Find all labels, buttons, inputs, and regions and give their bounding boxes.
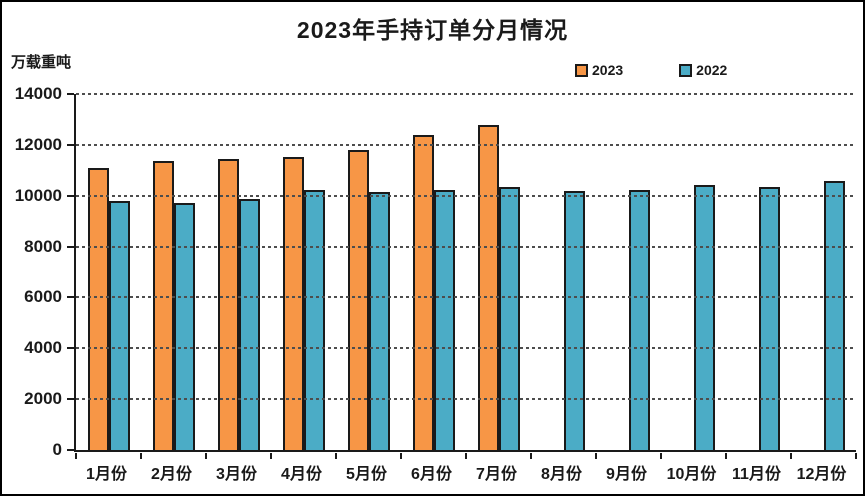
bar-group-11月份 bbox=[726, 94, 791, 450]
gridline-4000 bbox=[76, 347, 856, 350]
y-axis-tick bbox=[67, 398, 74, 401]
x-axis-tick bbox=[594, 453, 597, 459]
x-axis-label-1月份: 1月份 bbox=[86, 466, 127, 483]
gridline-2000 bbox=[76, 398, 856, 401]
x-axis-label-11月份: 11月份 bbox=[732, 466, 781, 483]
y-axis-tick-label: 0 bbox=[52, 440, 62, 459]
legend: 2023 2022 bbox=[575, 62, 727, 78]
x-axis-tick bbox=[529, 453, 532, 459]
bar-group-2月份 bbox=[141, 94, 206, 450]
x-axis-tick bbox=[660, 453, 662, 459]
gridline-10000 bbox=[76, 194, 856, 197]
x-axis-tick bbox=[465, 453, 467, 459]
legend-item-2023: 2023 bbox=[575, 62, 623, 78]
bar-2022-7月份 bbox=[498, 187, 520, 450]
bar-2022-10月份 bbox=[693, 184, 715, 450]
bar-2022-4月份 bbox=[303, 190, 325, 450]
bar-2022-3月份 bbox=[238, 198, 260, 450]
bar-2023-5月份 bbox=[347, 150, 369, 450]
y-axis-tick-label: 2000 bbox=[24, 389, 62, 409]
x-axis-label-2月份: 2月份 bbox=[151, 466, 192, 483]
legend-label-2022: 2022 bbox=[696, 62, 728, 78]
x-axis-tick bbox=[855, 453, 857, 459]
legend-swatch-2022-icon bbox=[679, 63, 693, 77]
x-axis-label-5月份: 5月份 bbox=[346, 466, 387, 483]
y-axis-labels: 0 2000 4000 6000 8000 10000 12000 14000 bbox=[2, 84, 62, 459]
x-axis-tick bbox=[725, 453, 727, 459]
x-axis-labels: 1月份 2月份 3月份 4月份 5月份 6月份 7月份 8月份 9月份 10月份 11月份 12月份 bbox=[74, 460, 854, 484]
bar-2023-1月份 bbox=[87, 167, 109, 450]
legend-swatch-2023-icon bbox=[575, 63, 588, 77]
y-axis-unit-label: 万载重吨 bbox=[11, 54, 72, 71]
bar-group-8月份 bbox=[531, 94, 596, 450]
bar-2023-4月份 bbox=[282, 157, 304, 450]
gridline-14000 bbox=[76, 93, 856, 95]
bar-2022-12月份 bbox=[823, 181, 845, 450]
x-axis-label-10月份: 10月份 bbox=[666, 466, 717, 483]
bar-2023-3月份 bbox=[217, 158, 239, 450]
legend-label-2023: 2023 bbox=[592, 62, 624, 78]
y-axis-tick bbox=[67, 143, 74, 146]
bar-group-6月份 bbox=[401, 94, 466, 450]
y-axis-tick bbox=[67, 347, 74, 350]
bar-group-5月份 bbox=[336, 94, 401, 450]
x-axis-tick bbox=[204, 453, 207, 459]
y-axis-tick bbox=[67, 245, 74, 248]
chart-title: 2023年手持订单分月情况 bbox=[296, 17, 569, 43]
bar-group-12月份 bbox=[791, 94, 856, 450]
x-axis-label-3月份: 3月份 bbox=[216, 466, 257, 483]
x-axis-tick bbox=[75, 453, 77, 459]
x-axis-label-8月份: 8月份 bbox=[541, 466, 582, 483]
legend-item-2022: 2022 bbox=[679, 62, 727, 78]
x-axis-tick bbox=[334, 453, 337, 459]
x-axis-label-12月份: 12月份 bbox=[796, 466, 847, 483]
y-axis-tick bbox=[67, 93, 74, 95]
bar-group-4月份 bbox=[271, 94, 336, 450]
x-axis-label-6月份: 6月份 bbox=[411, 466, 452, 483]
bar-group-3月份 bbox=[206, 94, 271, 450]
y-axis-tick-label: 8000 bbox=[24, 236, 62, 256]
bar-2022-1月份 bbox=[108, 201, 130, 450]
gridline-8000 bbox=[76, 245, 856, 248]
y-axis-tick bbox=[67, 449, 74, 451]
y-axis-tick-label: 12000 bbox=[14, 134, 62, 154]
x-axis-label-7月份: 7月份 bbox=[476, 466, 517, 483]
bar-2022-11月份 bbox=[758, 186, 780, 450]
x-axis-tick bbox=[400, 453, 402, 459]
bar-2022-8月份 bbox=[563, 190, 585, 450]
gridline-6000 bbox=[76, 296, 856, 299]
bar-2022-5月份 bbox=[368, 192, 390, 450]
bar-2022-6月份 bbox=[433, 189, 455, 450]
x-axis-tick bbox=[139, 453, 142, 459]
x-axis-label-9月份: 9月份 bbox=[606, 466, 647, 483]
bar-group-9月份 bbox=[596, 94, 661, 450]
bar-2023-2月份 bbox=[152, 160, 174, 450]
bar-group-1月份 bbox=[76, 94, 141, 450]
bar-2023-6月份 bbox=[412, 135, 434, 450]
bar-2022-2月份 bbox=[173, 202, 195, 450]
x-axis-tick bbox=[789, 453, 792, 459]
bar-2022-9月份 bbox=[628, 189, 650, 450]
y-axis-tick-label: 10000 bbox=[14, 185, 62, 205]
x-axis-label-4月份: 4月份 bbox=[281, 466, 322, 483]
bar-group-7月份 bbox=[466, 94, 531, 450]
y-axis-tick-label: 14000 bbox=[14, 84, 62, 103]
bar-2023-7月份 bbox=[477, 125, 499, 450]
gridline-12000 bbox=[76, 143, 856, 146]
y-axis-tick-label: 4000 bbox=[24, 338, 62, 358]
y-axis-tick bbox=[67, 194, 74, 197]
bar-groups bbox=[76, 94, 856, 450]
x-axis-tick bbox=[270, 453, 272, 459]
y-axis-tick bbox=[67, 296, 74, 299]
plot-area bbox=[67, 93, 857, 459]
bar-group-10月份 bbox=[661, 94, 726, 450]
y-axis-tick-label: 6000 bbox=[24, 287, 62, 307]
